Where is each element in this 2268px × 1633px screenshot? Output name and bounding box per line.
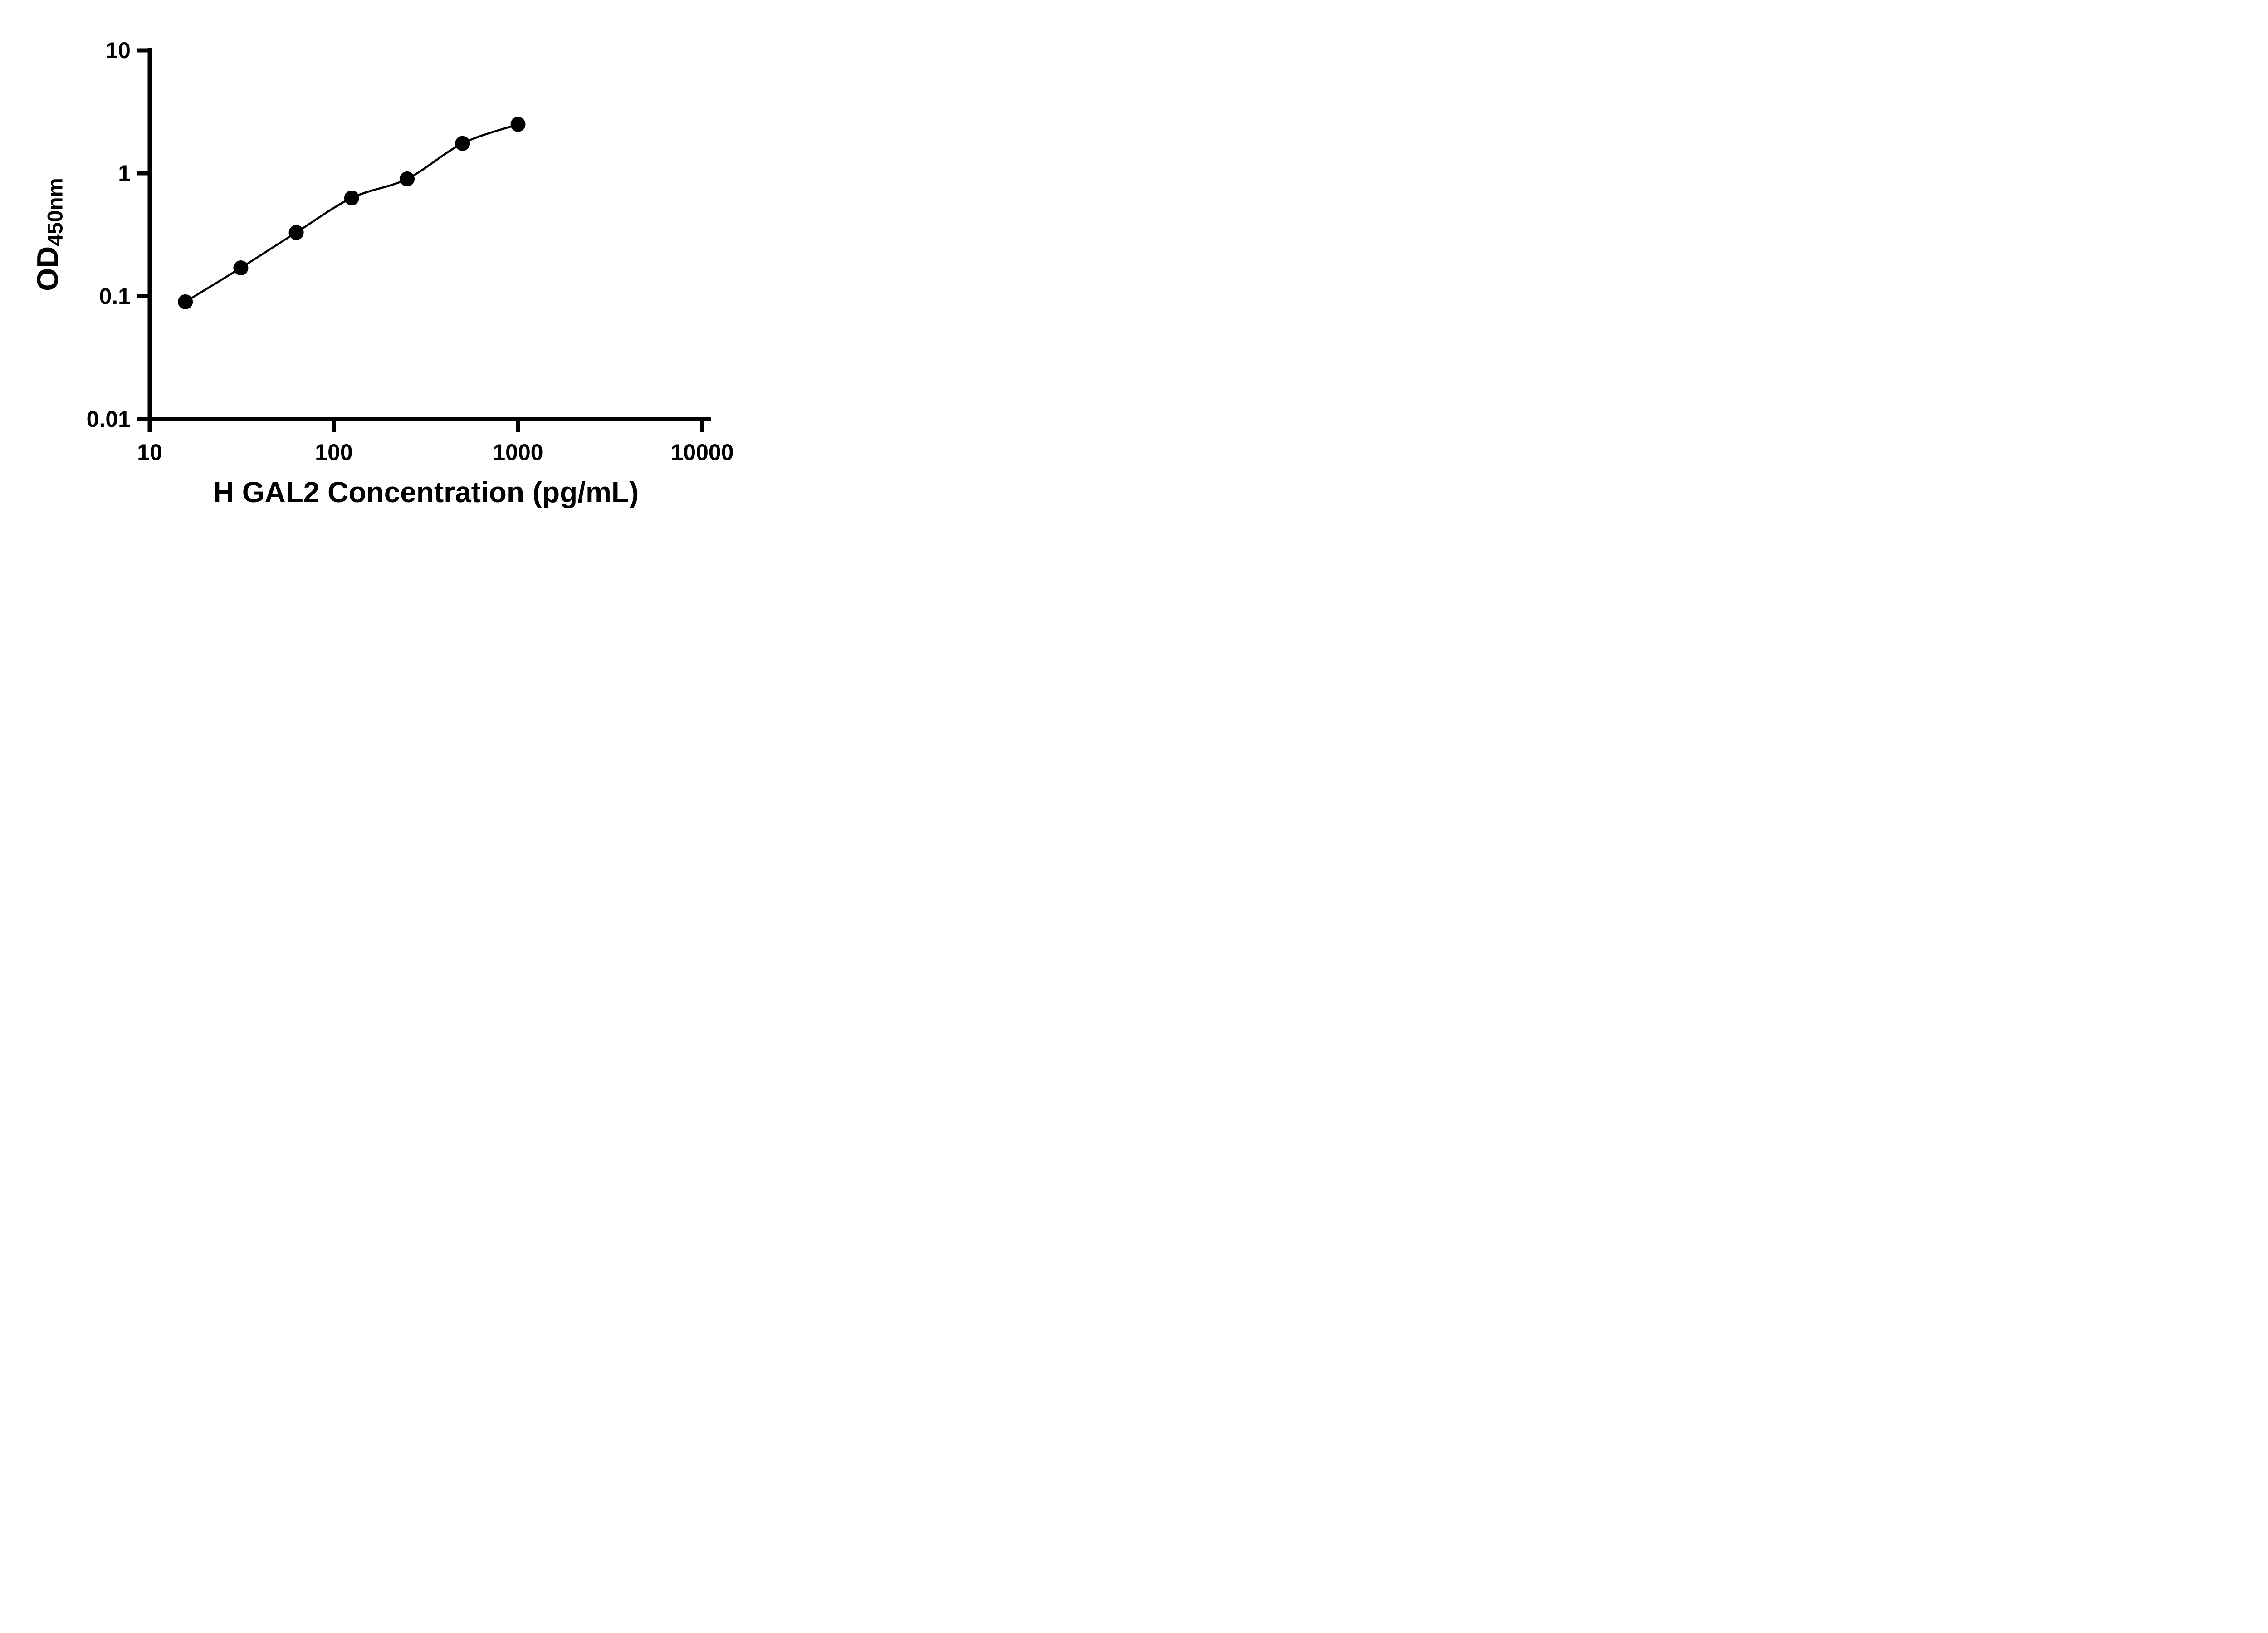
- data-point: [455, 136, 470, 151]
- data-point: [233, 260, 249, 276]
- data-point: [510, 117, 526, 132]
- x-axis-title: H GAL2 Concentration (pg/mL): [213, 476, 639, 508]
- x-tick-label: 1000: [493, 440, 543, 465]
- y-tick-label: 0.01: [87, 406, 131, 432]
- x-tick-label: 10000: [670, 440, 733, 465]
- y-axis-title-subscript: 450nm: [43, 178, 68, 246]
- y-tick-label: 10: [105, 38, 131, 63]
- x-tick-label: 10: [137, 440, 162, 465]
- data-point: [344, 190, 359, 205]
- x-tick-label: 100: [315, 440, 352, 465]
- standard-curve-line: [185, 123, 518, 303]
- y-axis-title-main: OD: [30, 246, 64, 291]
- y-tick-label: 1: [118, 161, 131, 186]
- elisa-standard-curve-chart: 0.01 0.1 1 10 10 100 1000 10000 H GAL2 Concentr…: [0, 0, 777, 544]
- data-point: [288, 225, 304, 240]
- data-point: [178, 294, 193, 309]
- chart-canvas: 0.01 0.1 1 10 10 100 1000 10000: [87, 38, 734, 465]
- y-tick-label: 0.1: [99, 284, 131, 309]
- y-axis-title: OD450nm: [30, 178, 68, 291]
- data-point: [400, 171, 415, 186]
